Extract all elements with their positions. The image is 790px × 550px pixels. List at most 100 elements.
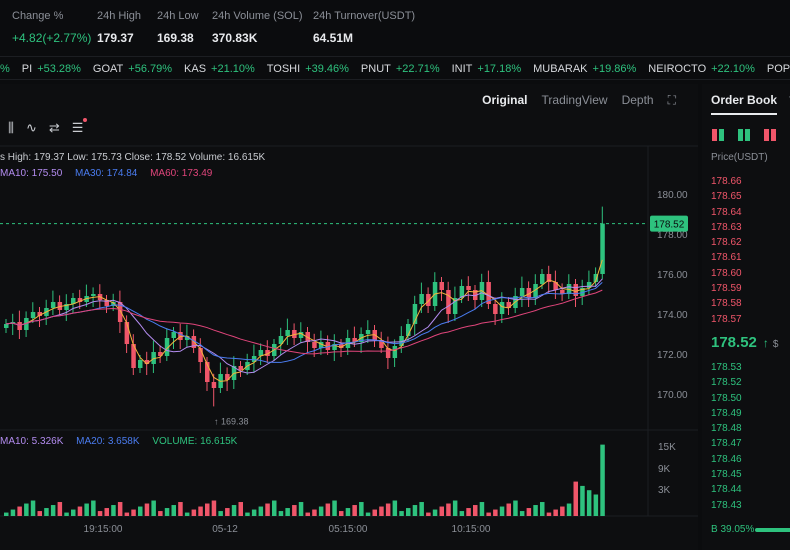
ticker-change: +22.71% — [395, 63, 440, 75]
volume-bar — [231, 505, 237, 516]
order-book-price[interactable]: 178.65 — [711, 191, 742, 203]
volume-bar — [292, 505, 297, 516]
ticker-item[interactable]: PI +53.28% — [22, 57, 81, 79]
volume-bar — [50, 505, 56, 516]
fullscreen-icon[interactable]: ⛶ — [667, 92, 676, 107]
price-axis-label: 170.00 — [657, 390, 688, 401]
candle-body — [50, 302, 56, 308]
order-book-price[interactable]: 178.53 — [711, 362, 742, 373]
volume-bar — [124, 512, 130, 516]
volume-bar — [111, 505, 116, 516]
volume-bar — [158, 511, 163, 516]
order-book-price[interactable]: 178.60 — [711, 267, 742, 279]
bids-only-icon[interactable] — [738, 129, 750, 141]
volume-bar — [71, 509, 76, 516]
candle-body — [352, 338, 357, 342]
order-book-price[interactable]: 178.45 — [711, 469, 742, 481]
order-book-price[interactable]: 178.43 — [711, 499, 742, 511]
volume-bar — [144, 503, 150, 516]
order-book-price[interactable]: 178.48 — [711, 423, 742, 435]
order-book-price[interactable]: 178.64 — [711, 206, 742, 218]
volume-bar — [426, 512, 431, 516]
ticker-item[interactable]: INIT +17.18% — [452, 57, 522, 79]
volume-bar — [399, 511, 404, 516]
ticker-item[interactable]: GOAT +56.79% — [93, 57, 172, 79]
candle-body — [292, 330, 297, 338]
order-book-view-icons — [712, 129, 776, 141]
tab-original[interactable]: Original — [482, 93, 528, 107]
volume-bar — [479, 502, 485, 516]
candle-body — [385, 348, 391, 358]
ticker-symbol: TOSHI — [266, 63, 301, 75]
compare-icon[interactable]: ⇄ — [48, 120, 60, 135]
order-book-price[interactable]: 178.44 — [711, 484, 742, 496]
volume-bar — [91, 500, 96, 516]
indicator-icon[interactable]: ∿ — [25, 120, 37, 135]
ticker-item[interactable]: MUBARAK +19.86% — [533, 57, 636, 79]
volume-bar — [473, 505, 478, 516]
time-axis-label: 05-12 — [212, 524, 238, 535]
volume-bar — [151, 500, 156, 516]
both-sides-icon[interactable] — [712, 129, 724, 141]
order-book-price[interactable]: 178.47 — [711, 438, 742, 450]
settings-list-icon[interactable]: ☰ — [72, 118, 88, 136]
volume-bar — [419, 502, 424, 516]
candle-body — [486, 282, 491, 304]
ticker-item[interactable]: KAS +21.10% — [184, 57, 255, 79]
volume-bar — [104, 508, 109, 516]
ma-legend: MA10: 175.50 MA30: 174.84 MA60: 173.49 — [0, 168, 212, 179]
volume-bar — [560, 506, 565, 516]
ticker-item[interactable]: PNUT +22.71% — [361, 57, 440, 79]
price-axis-label: 180.00 — [657, 190, 688, 201]
ticker-change: +21.10% — [211, 63, 255, 75]
ticker-symbol: POPCAT — [766, 63, 790, 75]
stat-volume: 24h Volume (SOL) 370.83K — [212, 10, 303, 45]
candle-body — [325, 342, 331, 350]
ticker-item[interactable]: TOSHI +39.46% — [266, 57, 349, 79]
candle-body — [131, 344, 136, 368]
order-book-price[interactable]: 178.49 — [711, 407, 742, 419]
volume-legend: MA10: 5.326K MA20: 3.658K VOLUME: 16.615… — [0, 436, 237, 447]
order-book-price[interactable]: 178.50 — [711, 392, 742, 404]
volume-bar — [499, 506, 505, 516]
candlestick-chart[interactable]: 180.00 178.00 176.00 174.00 172.00 170.00 15K 9… — [0, 84, 698, 550]
tab-tradingview[interactable]: TradingView — [541, 93, 608, 107]
stat-label: 24h Low — [157, 10, 199, 22]
time-axis-label: 05:15:00 — [329, 524, 368, 535]
volume-bar — [486, 512, 491, 516]
volume-bar — [205, 503, 210, 516]
order-book-price[interactable]: 178.59 — [711, 283, 742, 295]
asks-only-icon[interactable] — [764, 129, 776, 141]
order-book-price[interactable]: 178.63 — [711, 221, 742, 233]
last-price: 178.52 ↑ $ — [711, 334, 778, 351]
ticker-item[interactable]: NEIROCTO +22.10% — [648, 57, 755, 79]
volume-bar — [64, 512, 69, 516]
volume-axis-label: 9K — [658, 464, 671, 475]
ticker-item[interactable]: POPCAT+21.50% — [766, 57, 790, 79]
tab-depth[interactable]: Depth — [621, 93, 654, 107]
ma30-line — [5, 282, 603, 363]
ticker-item[interactable]: % — [0, 57, 10, 79]
order-book-price[interactable]: 178.61 — [711, 252, 742, 264]
order-book-price[interactable]: 178.58 — [711, 298, 742, 310]
chart-panel[interactable]: Original TradingView Depth ⛶ ⫼ ∿ ⇄ ☰ s H… — [0, 84, 698, 550]
ma60-label: MA60: 173.49 — [150, 168, 213, 179]
candle-body — [37, 312, 42, 316]
candle-body — [412, 304, 418, 324]
candle-body — [64, 304, 69, 310]
tab-order-book[interactable]: Order Book — [711, 93, 778, 115]
order-book-price[interactable]: 178.62 — [711, 237, 742, 249]
order-book-price[interactable]: 178.66 — [711, 176, 742, 187]
volume-bar — [493, 509, 498, 516]
volume-bar — [225, 508, 230, 516]
candle-body — [17, 322, 22, 330]
candle-body — [540, 274, 545, 284]
candle-body — [399, 336, 404, 346]
order-book-price[interactable]: 178.52 — [711, 377, 742, 389]
candle-body — [211, 382, 217, 388]
order-book-price[interactable]: 178.57 — [711, 313, 742, 325]
order-book-price[interactable]: 178.46 — [711, 453, 742, 465]
candlestick-icon[interactable]: ⫼ — [8, 120, 14, 135]
candle-body — [452, 298, 458, 314]
order-book-panel: Order Book T Price(USDT) 178.66178.65178… — [702, 84, 790, 550]
